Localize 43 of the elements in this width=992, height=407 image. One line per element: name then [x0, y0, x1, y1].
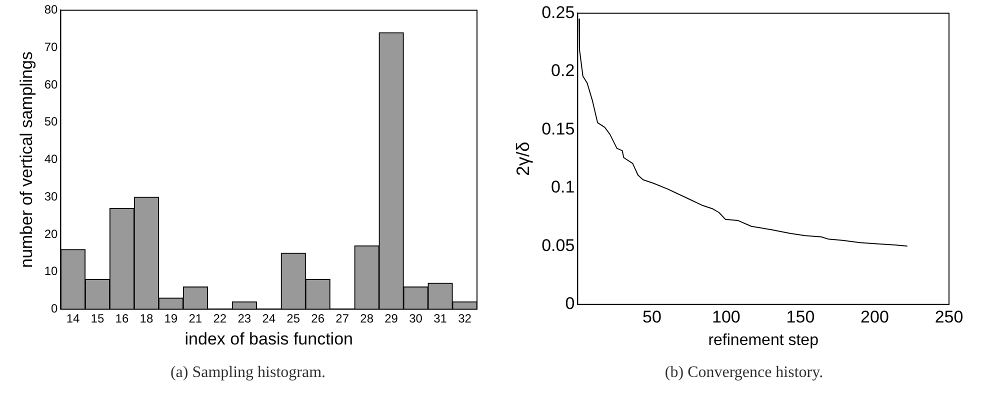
x-tick-label: 250 [934, 307, 964, 326]
x-tick-label: 50 [642, 307, 662, 326]
x-tick-label: 21 [188, 312, 202, 326]
y-tick-label: 60 [44, 77, 58, 92]
x-tick-label: 25 [286, 312, 300, 326]
text: (a) Sampling histogram. [170, 364, 326, 382]
y-tick-label: 0 [51, 302, 58, 316]
y-tick-label: 0.25 [542, 2, 575, 22]
x-tick-label: 200 [860, 307, 889, 326]
x-tick-label: 32 [458, 312, 472, 326]
x-tick-label: 22 [213, 312, 227, 326]
x-tick-label: 23 [238, 312, 252, 326]
y-tick-label: 0 [565, 294, 575, 314]
x-axis-title: refinement step [708, 332, 819, 349]
x-tick-label: 100 [712, 307, 740, 326]
y-tick-label: 0.1 [551, 178, 575, 197]
x-tick-label: 28 [360, 312, 374, 326]
x-tick-label: 150 [786, 307, 815, 326]
x-axis-title: index of basis function [184, 329, 353, 348]
x-tick-label: 30 [409, 312, 423, 326]
y-tick-label: 0.2 [551, 61, 575, 80]
y-tick-label: 80 [44, 2, 58, 17]
text: (b) Convergence history. [664, 364, 824, 382]
x-tick-label: 29 [384, 312, 398, 326]
y-tick-label: 50 [44, 114, 58, 129]
x-tick-label: 15 [90, 312, 104, 326]
y-axis-title: number of vertical samplings [16, 52, 36, 268]
y-tick-label: 10 [44, 264, 58, 278]
x-tick-label: 16 [115, 312, 129, 326]
y-tick-label: 20 [44, 226, 58, 241]
y-tick-label: 30 [44, 189, 58, 204]
y-axis-title: 2γ/δ [512, 142, 533, 176]
x-tick-label: 24 [262, 312, 276, 326]
y-tick-label: 70 [44, 40, 58, 54]
x-tick-label: 18 [140, 312, 154, 326]
y-tick-label: 40 [44, 152, 58, 166]
x-tick-label: 19 [164, 312, 178, 326]
x-tick-label: 31 [434, 312, 448, 326]
x-tick-label: 27 [336, 312, 350, 326]
x-tick-label: 14 [66, 312, 80, 326]
y-tick-label: 0.05 [542, 236, 575, 255]
y-tick-label: 0.15 [542, 119, 575, 138]
x-tick-label: 26 [311, 312, 325, 326]
